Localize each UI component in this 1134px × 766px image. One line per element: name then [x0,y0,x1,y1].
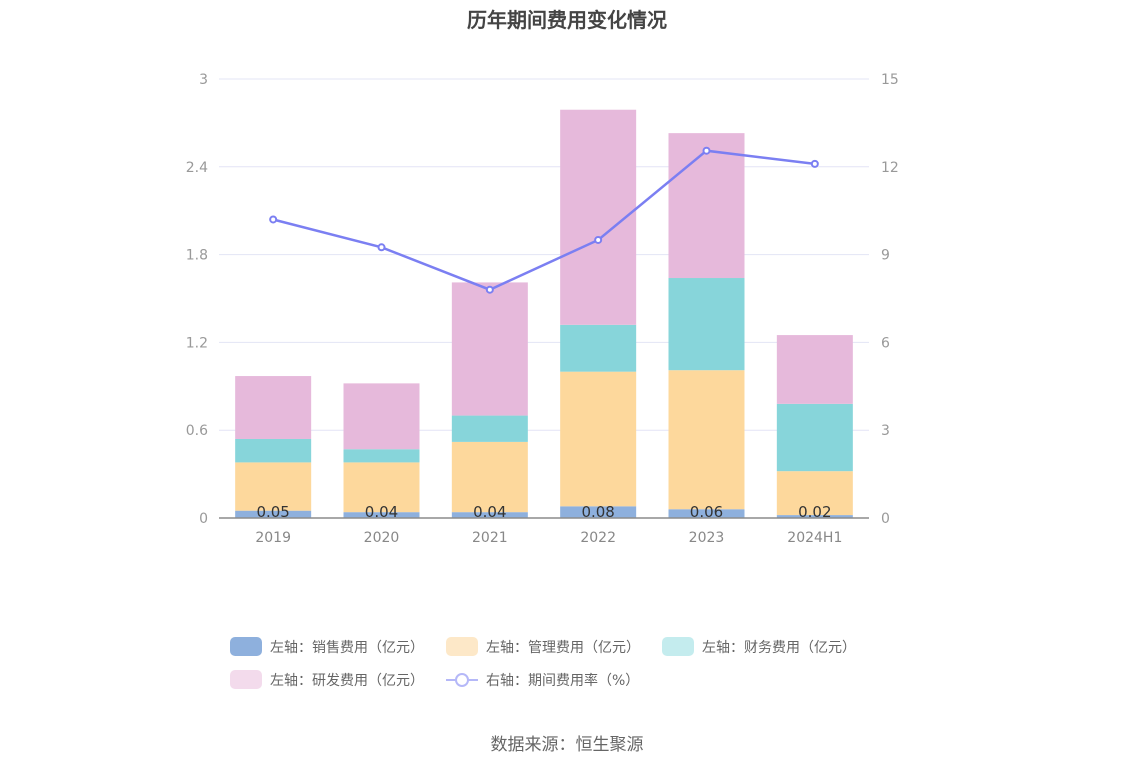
grid-lines [219,78,869,431]
rate-point [377,243,386,252]
bar-segment-0 [343,512,420,518]
bar-segment-1 [776,471,853,516]
bar-segment-0 [235,510,312,518]
rate-point [269,215,278,224]
bar-segment-3 [668,133,745,279]
bar-segment-2 [235,438,312,463]
bar-segment-2 [451,415,528,442]
rate-line [272,149,815,292]
data-label-sales: 0.05 [256,503,289,521]
data-label-sales: 0.08 [581,503,614,521]
y-right-tick-label: 12 [881,160,899,176]
legend-swatch-rate [446,670,478,689]
bar-segment-0 [776,515,853,518]
legend-item-rate[interactable]: 右轴：期间费用率（%） [446,670,639,690]
legend-label-rd: 左轴：研发费用（亿元） [270,672,424,689]
bar-segment-3 [235,376,312,439]
y-right-tick-label: 3 [881,423,890,439]
rate-line-series [269,146,819,294]
bar-segment-1 [668,370,745,510]
y-right-tick-label: 0 [881,511,890,527]
legend-swatch-sales [230,637,262,656]
y-left-tick-label: 1.8 [186,248,208,264]
y-left-tick-label: 0 [199,511,208,527]
legend-label-finance: 左轴：财务费用（亿元） [702,639,856,656]
legend-item-admin[interactable]: 左轴：管理费用（亿元） [446,637,640,657]
data-label-sales: 0.02 [798,503,831,521]
bar-segment-1 [451,441,528,513]
bar-segment-0 [668,509,745,518]
bar-segment-2 [343,449,420,463]
legend-swatch-admin [446,637,478,656]
bar-segment-0 [560,506,637,518]
bar-segment-3 [560,109,637,325]
bar-segment-1 [235,462,312,511]
legend-swatch-rd [230,670,262,689]
rate-point [485,285,494,294]
y-left-tick-label: 0.6 [186,423,208,439]
data-label-sales: 0.04 [365,503,398,521]
bar-segment-3 [343,383,420,450]
x-tick-label: 2021 [472,530,508,546]
y-left-tick-label: 1.2 [186,335,208,351]
rate-point [702,146,711,155]
x-tick-label: 2019 [255,530,291,546]
rate-point [594,235,603,244]
bar-segment-3 [776,335,853,404]
rate-point [810,159,819,168]
bar-segment-1 [560,371,637,507]
source-note: 数据来源：恒生聚源 [490,735,644,755]
y-left-tick-label: 2.4 [186,160,208,176]
bar-segment-2 [668,278,745,371]
bar-segment-2 [560,324,637,372]
chart-canvas: 0 0 0.6 3 1.2 6 1.8 9 2.4 12 3 15 2019 2020 2021 2022 20… [186,72,899,546]
bar-segment-0 [451,512,528,518]
bar-segment-1 [343,462,420,513]
y-left-tick-label: 3 [199,72,208,88]
legend-item-finance[interactable]: 左轴：财务费用（亿元） [662,637,856,657]
bar-series [235,109,853,518]
x-tick-label: 2023 [689,530,725,546]
legend-label-admin: 左轴：管理费用（亿元） [486,639,640,656]
data-label-sales: 0.06 [690,503,723,521]
x-tick-label: 2020 [364,530,400,546]
x-tick-label: 2024H1 [787,530,842,546]
legend-swatch-finance [662,637,694,656]
legend-label-rate: 右轴：期间费用率（%） [486,672,640,689]
legend-item-rd[interactable]: 左轴：研发费用（亿元） [230,670,424,690]
data-label-sales: 0.04 [473,503,506,521]
y-right-tick-label: 6 [881,335,890,351]
bar-segment-2 [776,403,853,472]
y-right-tick-label: 15 [881,72,899,88]
legend: 左轴：销售费用（亿元） 左轴：管理费用（亿元） 左轴：财务费用（亿元） 左轴：研… [230,630,930,696]
bar-segment-3 [451,282,528,416]
y-right-tick-label: 9 [881,248,890,264]
x-tick-label: 2022 [580,530,616,546]
legend-label-sales: 左轴：销售费用（亿元） [270,639,424,656]
data-labels: 0.05 0.04 0.04 0.08 0.06 0.02 [256,503,831,521]
legend-item-sales[interactable]: 左轴：销售费用（亿元） [230,637,424,657]
axes: 0 0 0.6 3 1.2 6 1.8 9 2.4 12 3 15 2019 2020 2021 2022 20… [186,72,899,546]
chart-title: 历年期间费用变化情况 [467,8,667,32]
